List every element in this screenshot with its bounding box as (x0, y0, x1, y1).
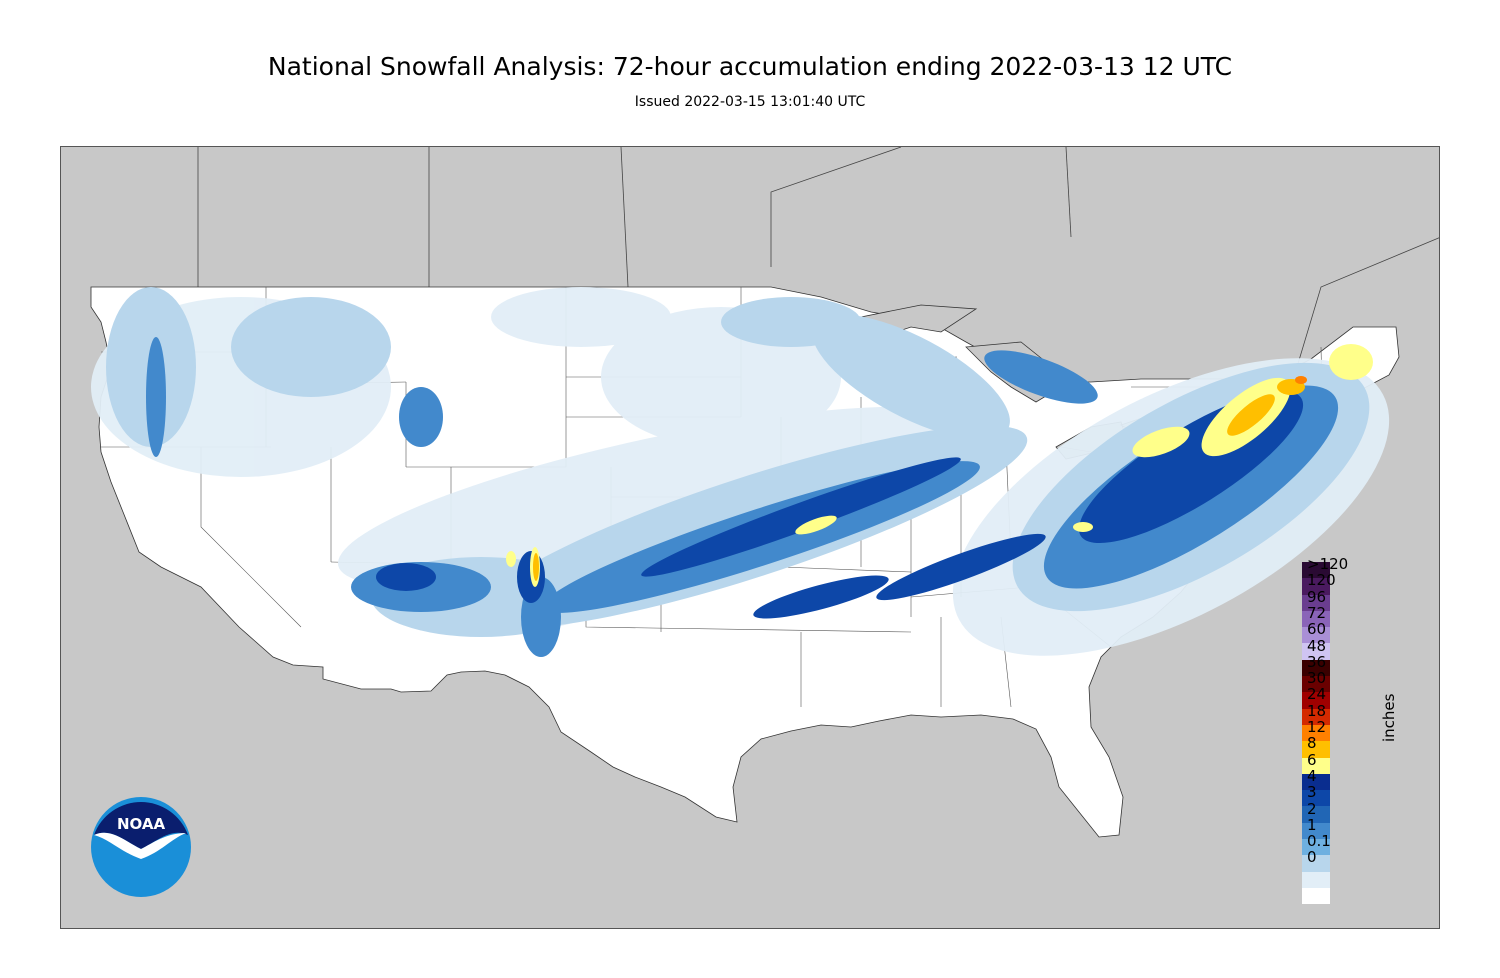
legend-label: 4 (1307, 766, 1317, 785)
legend-swatch (1302, 855, 1330, 872)
legend-label: 30 (1307, 669, 1327, 688)
legend-label: 1 (1307, 815, 1317, 834)
map-title: National Snowfall Analysis: 72-hour accu… (267, 52, 1233, 81)
legend-swatch (1302, 887, 1330, 905)
legend-swatch (1302, 871, 1330, 888)
noaa-logo-top (94, 802, 188, 849)
legend-label: 3 (1307, 783, 1317, 802)
snow-12in-layer (1295, 376, 1307, 384)
legend-label: 24 (1307, 685, 1327, 704)
legend-swatch (1302, 643, 1330, 660)
noaa-logo-bird (94, 832, 186, 859)
legend-swatch (1302, 724, 1330, 742)
legend-swatch (1302, 708, 1330, 725)
legend-swatch (1302, 692, 1330, 709)
legend-label: 6 (1307, 750, 1317, 769)
legend-swatch (1302, 822, 1330, 840)
legend-swatch (1302, 773, 1330, 791)
legend-label: 2 (1307, 799, 1317, 818)
legend-label: 18 (1307, 701, 1327, 720)
legend-swatch (1302, 790, 1330, 807)
legend-label: 0 (1307, 848, 1317, 867)
legend-label: 0.1 (1307, 832, 1331, 851)
legend-swatch (1302, 757, 1330, 774)
legend-swatch (1302, 806, 1330, 823)
legend-label: 120 (1307, 571, 1336, 590)
noaa-logo: NOAA (91, 797, 191, 897)
legend-units: inches (1380, 693, 1398, 742)
snowfall-map (60, 146, 1440, 929)
legend-swatch (1302, 741, 1330, 758)
legend-label: 36 (1307, 652, 1327, 671)
legend-swatch (1302, 839, 1330, 856)
legend-label: 12 (1307, 718, 1327, 736)
legend-label: >120 (1307, 555, 1349, 573)
legend-swatch (1302, 627, 1330, 644)
legend-colorbar (1302, 562, 1330, 905)
province-borders (197, 147, 1439, 388)
issued-timestamp: Issued 2022-03-15 13:01:40 UTC (634, 94, 866, 110)
legend-swatch (1302, 578, 1330, 595)
legend-swatch (1302, 562, 1330, 579)
legend-swatch (1302, 610, 1330, 628)
legend-swatch (1302, 676, 1330, 693)
legend-label: 48 (1307, 636, 1327, 655)
noaa-logo-text: NOAA (117, 815, 166, 833)
legend-label: 60 (1307, 620, 1327, 639)
legend-swatch (1302, 594, 1330, 611)
legend-label: 96 (1307, 587, 1327, 606)
legend-label: 72 (1307, 603, 1327, 622)
map-canvas (61, 147, 1439, 928)
legend-swatch (1302, 659, 1330, 677)
legend-label: 8 (1307, 734, 1317, 753)
